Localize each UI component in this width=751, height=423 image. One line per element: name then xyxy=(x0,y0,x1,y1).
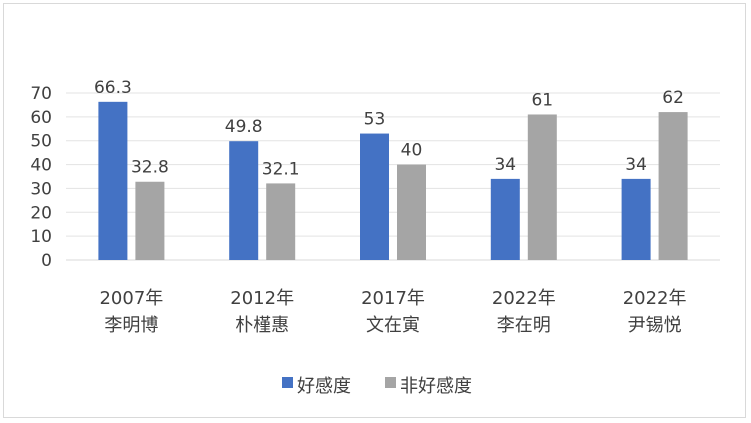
y-tick-label: 10 xyxy=(30,227,52,247)
data-label: 61 xyxy=(531,90,553,110)
data-label: 34 xyxy=(625,155,647,175)
data-label: 66.3 xyxy=(94,78,132,98)
data-label: 62 xyxy=(662,88,684,108)
y-tick-label: 70 xyxy=(30,84,52,104)
y-tick-label: 60 xyxy=(30,108,52,128)
data-label: 32.8 xyxy=(131,158,169,178)
bar-favorable xyxy=(98,101,128,260)
bar-unfavorable xyxy=(397,164,426,260)
legend-swatch xyxy=(385,377,396,388)
data-label: 53 xyxy=(364,110,386,130)
legend-label: 好感度 xyxy=(297,376,351,397)
legend-swatch xyxy=(282,377,293,388)
category-label: 2022年李在明 xyxy=(492,288,556,336)
bar-unfavorable xyxy=(658,112,688,260)
data-label: 40 xyxy=(401,141,423,161)
y-tick-label: 20 xyxy=(30,203,52,223)
category-label: 2017年文在寅 xyxy=(361,288,425,336)
data-label: 49.8 xyxy=(225,117,263,137)
bar-unfavorable xyxy=(266,183,296,260)
bar-unfavorable xyxy=(135,181,165,260)
bar-favorable xyxy=(229,141,259,260)
category-label: 2007年李明博 xyxy=(99,288,163,336)
category-label: 2012年朴槿惠 xyxy=(230,288,294,336)
bar-unfavorable xyxy=(527,114,557,260)
y-tick-label: 0 xyxy=(41,251,52,271)
bar-favorable xyxy=(360,133,389,260)
data-label: 34 xyxy=(494,155,516,175)
y-tick-label: 30 xyxy=(30,179,52,199)
category-label: 2022年尹锡悦 xyxy=(623,288,687,336)
data-label: 32.1 xyxy=(262,159,300,179)
y-tick-label: 50 xyxy=(30,132,52,152)
bar-favorable xyxy=(621,178,651,260)
legend-label: 非好感度 xyxy=(400,376,472,397)
bar-favorable xyxy=(490,178,520,260)
y-tick-label: 40 xyxy=(30,156,52,176)
